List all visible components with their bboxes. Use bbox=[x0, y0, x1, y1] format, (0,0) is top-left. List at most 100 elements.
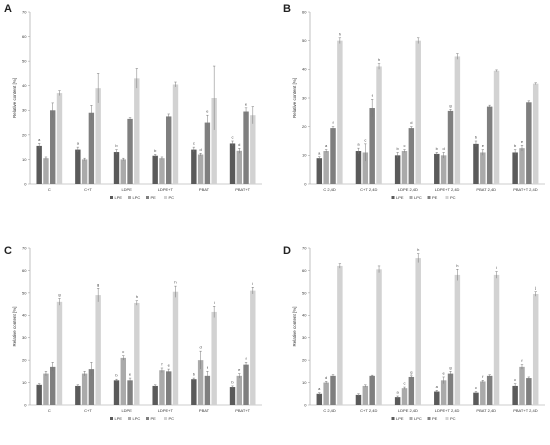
significance-label: a bbox=[325, 143, 328, 148]
bar-lpe bbox=[36, 384, 42, 405]
bar-pc bbox=[250, 115, 256, 184]
bar-pc bbox=[95, 88, 101, 184]
bar-pe bbox=[166, 116, 172, 184]
x-tick-label: PBAT 2,4D bbox=[476, 187, 496, 192]
significance-label: b bbox=[115, 143, 118, 148]
legend-swatch-pe bbox=[146, 417, 149, 420]
bar-pe bbox=[526, 378, 532, 405]
x-tick-label: LDPE+T bbox=[158, 408, 174, 413]
legend-swatch-pc bbox=[164, 417, 167, 420]
legend-label-pc: PC bbox=[169, 416, 175, 421]
panel-letter: B bbox=[283, 3, 291, 15]
bar-pc bbox=[376, 269, 382, 405]
bar-lpe bbox=[473, 392, 479, 405]
bar-lpc bbox=[120, 159, 126, 184]
bar-pc bbox=[134, 78, 140, 184]
bar-lpe bbox=[229, 387, 236, 405]
bar-pe bbox=[486, 106, 493, 184]
bar-pc bbox=[172, 291, 179, 405]
significance-label: a bbox=[38, 137, 41, 142]
significance-label: c bbox=[475, 385, 477, 390]
significance-label: d bbox=[443, 146, 445, 151]
y-tick-label: 50 bbox=[302, 38, 307, 43]
bar-lpc bbox=[362, 385, 369, 405]
y-tick-label: 60 bbox=[302, 268, 307, 273]
significance-label: e bbox=[245, 101, 248, 106]
significance-label: a bbox=[397, 390, 400, 395]
y-tick-label: 70 bbox=[22, 9, 27, 14]
significance-label: b bbox=[475, 135, 478, 140]
bar-pc bbox=[211, 98, 217, 184]
x-tick-label: C bbox=[48, 187, 51, 192]
bar-lpe bbox=[355, 151, 362, 184]
bar-pe bbox=[88, 112, 95, 184]
bar-pc bbox=[415, 258, 421, 405]
significance-label: a bbox=[77, 141, 80, 146]
panel-C: C 0 10 20 30 40 50 60 70 Relative content [%] g Cg C… bbox=[4, 245, 262, 421]
significance-label: b bbox=[193, 372, 196, 377]
legend-swatch-lpc bbox=[128, 196, 131, 199]
significance-label: d bbox=[199, 345, 201, 350]
x-tick-label: PBAT+T 2,4D bbox=[513, 187, 538, 192]
y-tick-label: 60 bbox=[22, 34, 27, 39]
bar-pc bbox=[172, 84, 179, 184]
bar-pe bbox=[486, 375, 493, 405]
significance-label: c bbox=[232, 135, 234, 140]
significance-label: i bbox=[496, 265, 497, 270]
y-tick-label: 20 bbox=[22, 132, 27, 137]
significance-label: i bbox=[214, 300, 215, 305]
bar-lpe bbox=[75, 149, 81, 184]
significance-label: h bbox=[417, 247, 419, 252]
significance-label: e bbox=[482, 143, 485, 148]
significance-label: f bbox=[482, 374, 484, 379]
x-tick-label: LDPE 2,4D bbox=[398, 187, 418, 192]
y-tick-label: 70 bbox=[302, 245, 307, 250]
y-tick-label: 50 bbox=[22, 59, 27, 64]
bar-pc bbox=[134, 302, 140, 405]
significance-label: f bbox=[207, 365, 209, 370]
bar-pe bbox=[447, 373, 454, 405]
y-tick-label: 60 bbox=[22, 268, 27, 273]
y-axis-title: Relative content [%] bbox=[12, 306, 17, 346]
bar-lpe bbox=[355, 394, 362, 405]
legend-swatch-lpc bbox=[409, 417, 413, 420]
legend-label-pe: PE bbox=[432, 416, 438, 421]
x-tick-label: C+T 2,4D bbox=[360, 408, 377, 413]
significance-label: h bbox=[378, 57, 380, 62]
bar-pe bbox=[408, 128, 415, 184]
x-tick-label: LDPE+T 2,4D bbox=[435, 408, 460, 413]
bar-pc bbox=[532, 83, 539, 184]
y-tick-label: 40 bbox=[302, 313, 307, 318]
significance-label: h bbox=[174, 280, 176, 285]
bar-pc bbox=[493, 70, 500, 184]
y-tick-label: 30 bbox=[22, 108, 27, 113]
legend-label-lpe: LPE bbox=[396, 416, 404, 421]
significance-label: e bbox=[521, 139, 524, 144]
legend-label-lpc: LPC bbox=[414, 416, 422, 421]
significance-label: b bbox=[436, 146, 439, 151]
significance-label: f bbox=[161, 361, 163, 366]
y-tick-label: 10 bbox=[302, 380, 307, 385]
panel-letter: C bbox=[4, 245, 12, 257]
legend-swatch-pe bbox=[146, 196, 149, 199]
bar-lpc bbox=[120, 357, 126, 405]
y-axis-title: Relative content [%] bbox=[292, 78, 297, 118]
bar-lpc bbox=[362, 152, 369, 184]
bar-pe bbox=[330, 375, 336, 405]
bar-lpc bbox=[43, 373, 49, 405]
bar-pe bbox=[330, 128, 336, 184]
legend-label-lpe: LPE bbox=[115, 195, 123, 200]
legend-swatch-lpc bbox=[409, 196, 413, 199]
bar-pe bbox=[127, 380, 133, 405]
x-tick-label: C bbox=[48, 408, 51, 413]
x-tick-label: LDPE bbox=[121, 408, 132, 413]
y-tick-label: 50 bbox=[22, 290, 27, 295]
significance-label: c bbox=[364, 137, 366, 142]
panel-D: D 0 10 20 30 40 50 60 70 Relative content [%] a d C … bbox=[283, 245, 545, 421]
legend-swatch-lpe bbox=[110, 417, 113, 420]
bar-lpe bbox=[394, 155, 401, 184]
bar-lpe bbox=[36, 145, 42, 184]
bar-pc bbox=[454, 56, 461, 184]
bar-lpc bbox=[43, 158, 49, 184]
y-tick-label: 20 bbox=[302, 124, 307, 129]
